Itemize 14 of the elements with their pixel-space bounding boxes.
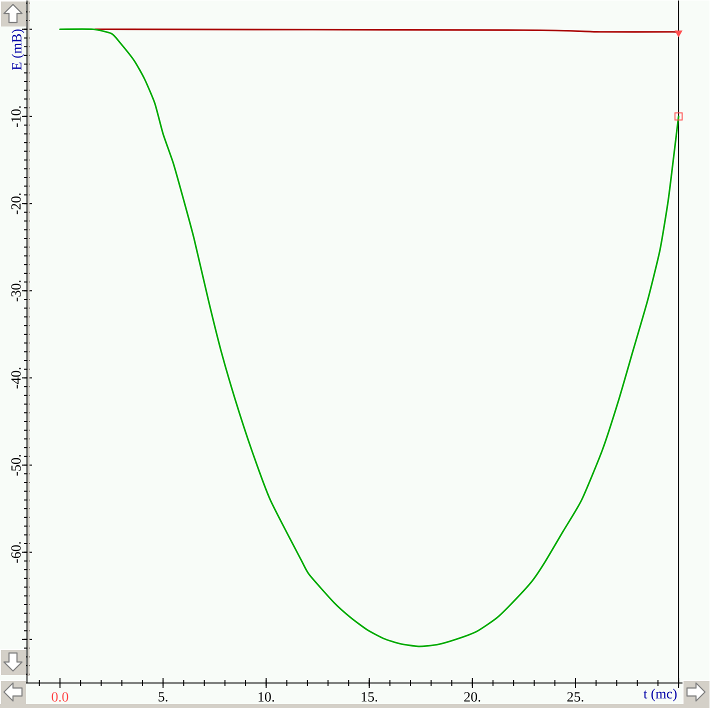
y-tick-label: -60. [11, 542, 21, 563]
x-tick-label: 10. [258, 692, 274, 702]
y-tick-label: -30. [11, 280, 21, 302]
y-axis-title: E (mB) [12, 29, 24, 70]
y-tick-label: -40. [11, 368, 21, 388]
x-tick-label: 0.0 [52, 692, 68, 702]
y-tick-label: -50. [11, 454, 21, 476]
x-tick-label: 20. [464, 692, 480, 702]
x-axis-title: t (mc) [644, 688, 677, 702]
y-tick-label: -20. [11, 193, 21, 214]
x-tick-label: 5. [158, 692, 168, 702]
x-tick-label: 15. [362, 692, 378, 702]
x-tick-label: 25. [567, 692, 584, 702]
y-tick-label: -10. [11, 106, 21, 127]
